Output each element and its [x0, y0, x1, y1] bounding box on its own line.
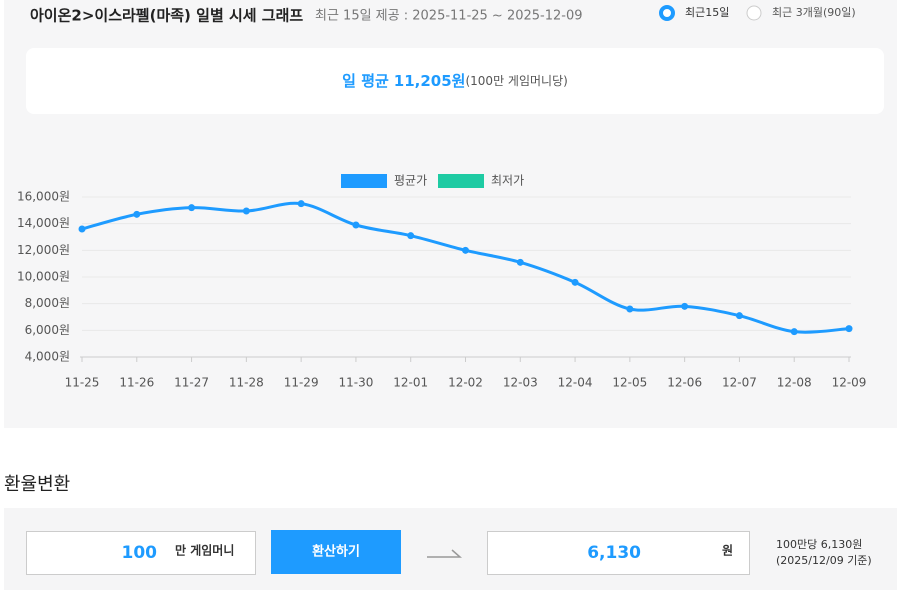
radio-label[interactable]: 최근 3개월(90일): [772, 5, 856, 19]
data-point: [681, 302, 689, 310]
result-unit: 원: [722, 544, 733, 558]
x-tick-label: 11-25: [65, 376, 100, 390]
summary: 일 평균 11,205원(100만 게임머니당): [342, 72, 568, 90]
data-point: [845, 325, 853, 333]
y-tick-label: 6,000원: [25, 323, 70, 337]
data-point: [790, 328, 798, 336]
data-point: [462, 246, 469, 254]
x-tick-label: 12-08: [777, 376, 812, 390]
legend-label: 최저가: [491, 174, 524, 188]
subtitle: 최근 15일 제공 : 2025-11-25 ~ 2025-12-09: [315, 9, 583, 24]
legend-label: 평균가: [394, 174, 427, 188]
data-point: [571, 278, 579, 286]
result-box: [487, 531, 750, 575]
x-tick-label: 12-07: [722, 376, 757, 390]
section-heading: 환율변환: [4, 474, 70, 495]
summary-value: 11,205원: [394, 72, 466, 90]
data-point: [78, 225, 86, 233]
chart: 4,000원 6,000원 8,000원 10,000원 12,000원 14,000원 1…: [17, 174, 866, 390]
arrow: [427, 549, 462, 558]
result: 6,130: [587, 543, 641, 563]
data-point: [242, 207, 250, 215]
x-tick-label: 11-27: [174, 376, 209, 390]
data-point: [516, 258, 524, 266]
rate-note: (2025/12/09 기준): [776, 554, 872, 567]
y-tick-label: 12,000원: [17, 243, 70, 257]
x-tick-label: 12-05: [612, 376, 647, 390]
radio-label[interactable]: 최근15일: [685, 5, 729, 19]
x-tick-label: 11-26: [119, 376, 154, 390]
amount-unit: 만 게임머니: [175, 543, 234, 558]
legend-swatch: [438, 174, 484, 188]
summary-card: [26, 48, 884, 114]
x-tick-label: 12-04: [558, 376, 593, 390]
button-label[interactable]: 환산하기: [312, 544, 360, 560]
x-tick-label: 12-03: [503, 376, 538, 390]
data-point: [352, 221, 360, 229]
y-tick-label: 14,000원: [17, 216, 70, 230]
y-tick-label: 10,000원: [17, 270, 70, 284]
x-tick-label: 12-01: [393, 376, 428, 390]
summary-label: 일 평균: [342, 72, 389, 90]
radio-selected[interactable]: [659, 5, 675, 21]
summary-unit: (100만 게임머니당): [465, 74, 567, 88]
y-tick-label: 4,000원: [25, 350, 70, 364]
data-point: [735, 312, 743, 320]
y-tick-label: 16,000원: [17, 190, 70, 204]
radio[interactable]: [746, 5, 762, 21]
amount-input[interactable]: [26, 531, 256, 575]
convert-button[interactable]: [271, 530, 401, 574]
rate-note: 100만당 6,130원: [776, 538, 862, 551]
x-tick-label: 11-29: [284, 376, 319, 390]
data-point: [407, 232, 415, 240]
title: 아이온2>이스라펠(마족) 일별 시세 그래프: [30, 7, 303, 25]
data-point: [626, 305, 634, 313]
x-tick-label: 11-28: [229, 376, 264, 390]
x-tick-label: 12-02: [448, 376, 483, 390]
data-point: [188, 204, 196, 212]
x-tick-label: 11-30: [338, 376, 373, 390]
x-tick-label: 12-09: [832, 376, 867, 390]
legend-swatch: [341, 174, 387, 188]
y-tick-label: 8,000원: [25, 296, 70, 310]
data-point: [297, 200, 305, 208]
data-point: [133, 210, 141, 218]
amount: 100: [122, 543, 158, 563]
x-tick-label: 12-06: [667, 376, 702, 390]
